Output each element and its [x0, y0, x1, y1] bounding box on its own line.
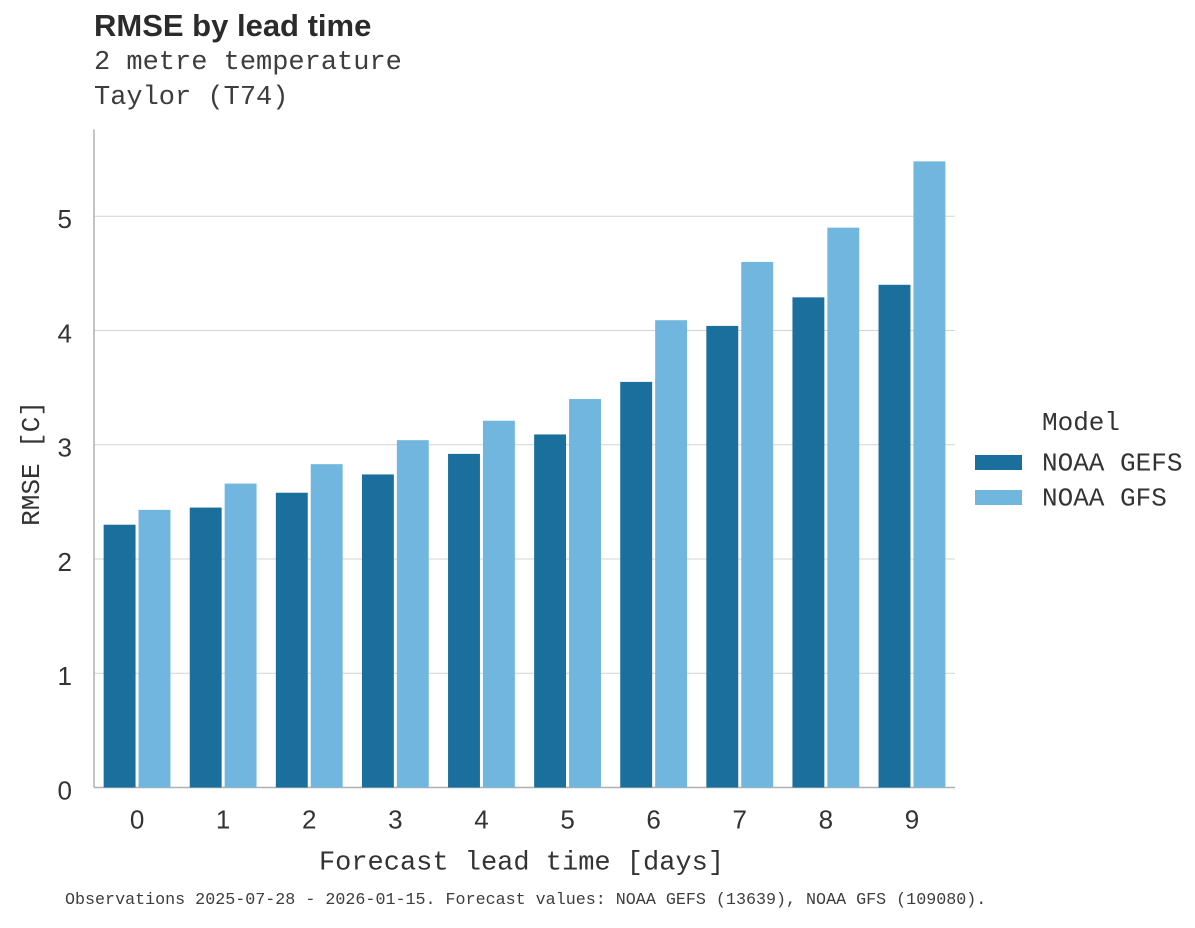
svg-text:8: 8: [819, 805, 833, 835]
svg-text:5: 5: [58, 204, 72, 234]
svg-text:7: 7: [733, 805, 747, 835]
svg-text:4: 4: [474, 805, 488, 835]
svg-text:6: 6: [646, 805, 660, 835]
svg-text:RMSE [C]: RMSE [C]: [17, 401, 47, 526]
svg-text:3: 3: [58, 433, 72, 463]
svg-text:5: 5: [560, 805, 574, 835]
svg-text:NOAA GFS: NOAA GFS: [1042, 484, 1167, 514]
svg-text:3: 3: [388, 805, 402, 835]
svg-text:2: 2: [302, 805, 316, 835]
svg-text:1: 1: [216, 805, 230, 835]
svg-text:2: 2: [58, 547, 72, 577]
svg-text:0: 0: [58, 776, 72, 806]
svg-text:Model: Model: [1042, 408, 1120, 438]
svg-text:1: 1: [58, 661, 72, 691]
svg-text:Forecast lead time [days]: Forecast lead time [days]: [319, 849, 724, 879]
svg-text:0: 0: [130, 805, 144, 835]
svg-text:NOAA GEFS: NOAA GEFS: [1042, 449, 1182, 479]
svg-text:4: 4: [58, 318, 72, 348]
svg-text:9: 9: [905, 805, 919, 835]
